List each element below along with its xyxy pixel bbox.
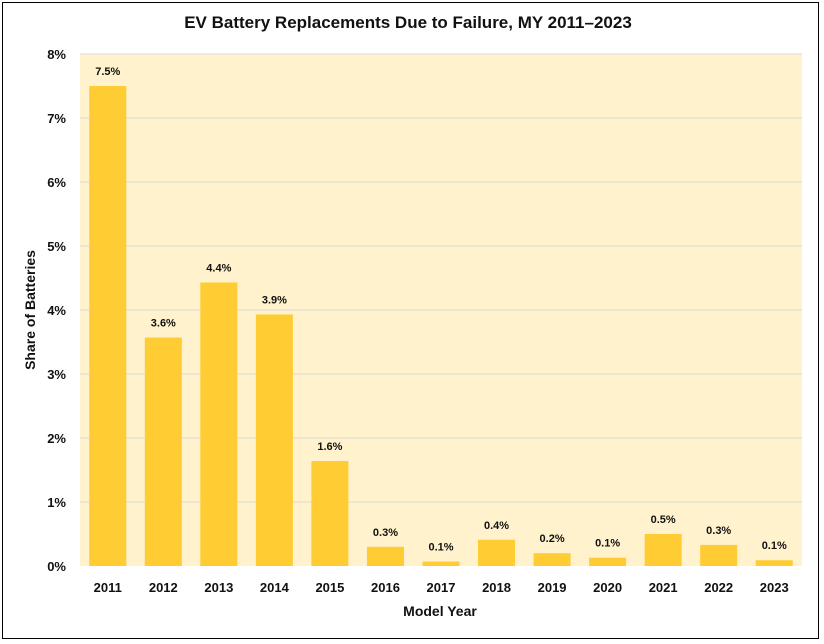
bar	[422, 561, 460, 566]
data-label: 7.5%	[95, 66, 120, 78]
x-tick-label: 2011	[94, 580, 122, 595]
data-labels: 7.5% 3.6% 4.4% 3.9% 1.6% 0.3% 0.1% 0.4% 0.2% 0.1%…	[95, 66, 787, 554]
bar	[144, 337, 182, 566]
bar	[311, 461, 349, 566]
x-tick-label: 2019	[538, 580, 567, 595]
x-tick-label: 2012	[149, 580, 178, 595]
x-tick-label: 2015	[315, 580, 344, 595]
y-tick-label: 1%	[47, 495, 66, 510]
x-axis-ticks: 2011 2012 2013 2014 2015 2016 2017 2018 2019 2020…	[94, 580, 789, 595]
x-tick-label: 2021	[649, 580, 678, 595]
bar	[478, 539, 516, 566]
y-tick-label: 6%	[47, 175, 66, 190]
data-label: 1.6%	[317, 441, 342, 453]
bar	[366, 546, 404, 566]
x-tick-label: 2022	[704, 580, 733, 595]
data-label: 0.5%	[651, 514, 676, 526]
x-tick-label: 2018	[482, 580, 511, 595]
data-label: 0.1%	[762, 540, 787, 552]
data-label: 0.2%	[540, 533, 565, 545]
data-label: 4.4%	[206, 262, 231, 274]
y-tick-label: 8%	[47, 47, 66, 62]
data-label: 0.3%	[373, 527, 398, 539]
gridlines	[80, 53, 802, 503]
bar	[700, 544, 738, 566]
bar	[89, 86, 127, 566]
y-tick-label: 7%	[47, 111, 66, 126]
bar	[644, 534, 682, 566]
data-label: 3.6%	[151, 318, 176, 330]
data-label: 0.1%	[428, 542, 453, 554]
x-tick-label: 2014	[260, 580, 290, 595]
y-axis-label: Share of Batteries	[22, 250, 38, 370]
data-label: 0.1%	[595, 538, 620, 550]
y-tick-label: 4%	[47, 303, 66, 318]
bars	[89, 86, 793, 566]
bar	[589, 557, 627, 566]
y-tick-label: 5%	[47, 239, 66, 254]
data-label: 3.9%	[262, 294, 287, 306]
chart-title: EV Battery Replacements Due to Failure, …	[184, 13, 632, 32]
x-tick-label: 2016	[371, 580, 400, 595]
x-tick-label: 2013	[204, 580, 233, 595]
x-axis-label: Model Year	[403, 603, 477, 619]
y-axis-ticks: 0% 1% 2% 3% 4% 5% 6% 7% 8%	[47, 47, 66, 574]
data-label: 0.3%	[706, 525, 731, 537]
bar	[755, 560, 793, 566]
data-label: 0.4%	[484, 520, 509, 532]
x-tick-label: 2017	[427, 580, 456, 595]
y-tick-label: 2%	[47, 431, 66, 446]
y-tick-label: 0%	[47, 559, 66, 574]
bar	[533, 553, 571, 566]
x-tick-label: 2020	[593, 580, 622, 595]
y-tick-label: 3%	[47, 367, 66, 382]
bar	[200, 282, 238, 566]
bar	[255, 314, 293, 566]
x-tick-label: 2023	[760, 580, 789, 595]
